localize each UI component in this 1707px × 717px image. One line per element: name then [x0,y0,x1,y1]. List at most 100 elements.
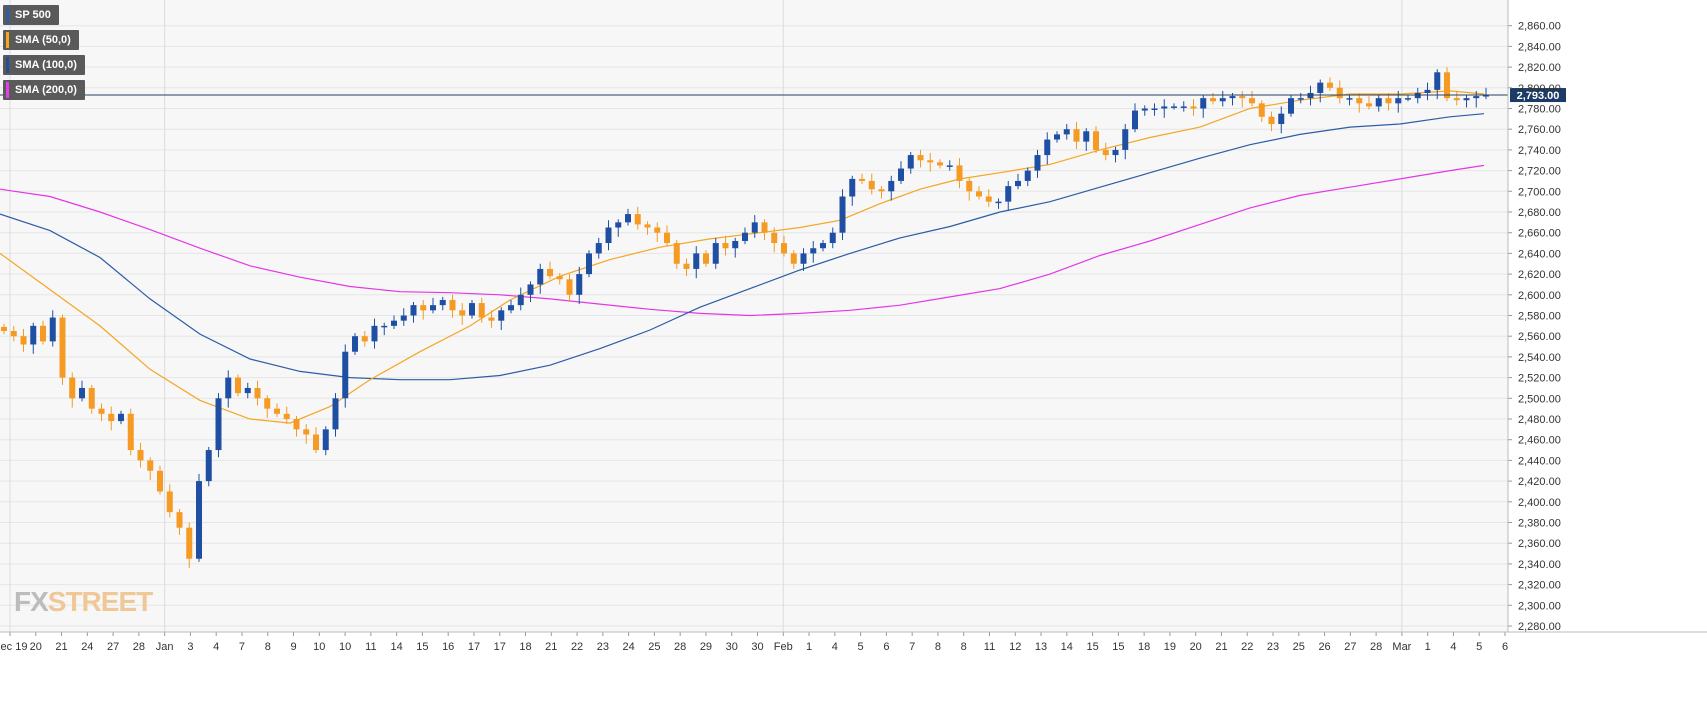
x-tick-label: 18 [1138,641,1150,653]
candle [556,273,563,285]
y-tick-label: 2,560.00 [1518,331,1561,343]
candle-body [673,243,680,264]
candle-body [820,243,826,249]
candle [88,384,95,414]
legend-sma200[interactable]: SMA (200,0) [3,80,85,100]
x-tick-label: 22 [571,641,583,653]
candle-body [751,222,758,233]
legend-sma100[interactable]: SMA (100,0) [3,55,85,75]
candle [712,237,719,269]
candle [1034,149,1041,178]
candle [79,380,85,402]
legend-sma50-swatch [6,32,9,48]
x-tick-label: 26 [1318,641,1330,653]
candle-body [10,331,17,337]
candle [10,325,17,342]
candle [342,344,349,408]
candle-body [439,299,446,306]
x-tick-label: 10 [313,641,325,653]
candle-body [1278,113,1285,125]
y-tick-label: 2,300.00 [1518,600,1561,612]
candle-body [976,191,982,197]
candle [283,406,290,425]
candle-body [1054,134,1060,140]
candle [1268,111,1275,132]
candle [839,189,846,240]
candle [1385,92,1392,111]
x-tick-label: 22 [1241,641,1253,653]
candle-body [761,222,768,233]
candle-body [849,178,856,197]
candle-body [1258,103,1265,117]
candle-body [1249,98,1255,104]
x-tick-label: 3 [187,641,193,653]
candle-body [352,336,358,352]
candle-body [1044,139,1051,156]
candle [771,227,778,253]
candle [937,159,943,169]
candle [1483,87,1489,100]
candle [1044,132,1051,165]
candle-body [1434,72,1441,90]
x-tick-label: 25 [1293,641,1305,653]
candle [254,380,261,406]
candle-body [1288,98,1294,114]
x-tick-label: 11 [984,641,995,653]
x-tick-label: 15 [1112,641,1124,653]
x-tick-label: 13 [1035,641,1047,653]
candle-body [810,248,817,254]
candle-body [196,481,202,559]
x-tick-label: 21 [1215,641,1227,653]
candle [976,186,982,200]
candle [742,227,748,245]
candle-body [381,325,388,328]
legend-sp500[interactable]: SP 500 [3,5,59,25]
y-tick-label: 2,620.00 [1518,269,1561,281]
legend-sma200-swatch [6,82,9,98]
x-tick-label: 23 [1267,641,1279,653]
candle-body [303,429,310,435]
candle-body [722,243,729,249]
candle [1093,126,1099,154]
candle [1278,106,1285,134]
candle-body [88,387,95,409]
candle [1219,90,1226,107]
candle-body [20,336,27,345]
y-tick-label: 2,320.00 [1518,580,1561,592]
candle-body [430,305,436,311]
x-tick-label: 6 [1502,641,1508,653]
candle-body [283,413,290,419]
candle [40,320,46,345]
candle [566,274,573,303]
candle [1132,103,1138,133]
candle-body [1453,98,1460,101]
candle [1073,121,1080,149]
candle [1122,124,1129,160]
current-price-tag [1510,88,1566,103]
candle [30,322,37,354]
candle [800,248,807,271]
candle [810,240,817,263]
candle [1005,180,1012,211]
candle-body [946,165,953,167]
candle [439,296,446,311]
candle-body [254,387,261,399]
candle-body [1015,180,1021,187]
candle-body [1297,98,1304,100]
candle [20,328,27,352]
candle [664,225,670,247]
candle-body [40,325,46,342]
x-tick-label: 27 [1344,641,1356,653]
y-tick-label: 2,700.00 [1518,186,1561,198]
legend-sma200-label: SMA (200,0) [15,84,77,96]
candle-body [683,263,690,269]
candle [1249,90,1255,107]
candle [1258,100,1265,122]
y-tick-label: 2,740.00 [1518,145,1561,157]
y-tick-label: 2,840.00 [1518,41,1561,53]
candle [176,509,183,535]
legend-sma50[interactable]: SMA (50,0) [3,30,79,50]
candle [410,302,417,323]
candle [293,415,300,437]
x-tick-label: Feb [774,641,793,653]
